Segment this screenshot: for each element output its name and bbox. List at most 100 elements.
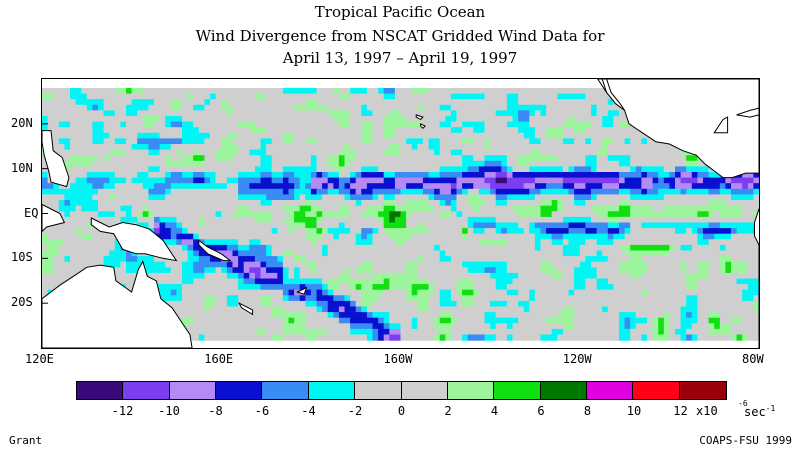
field-cell bbox=[439, 278, 446, 285]
field-cell bbox=[422, 110, 430, 117]
field-cell bbox=[467, 284, 474, 291]
field-cell bbox=[546, 200, 553, 207]
field-cell bbox=[81, 160, 88, 167]
field-cell bbox=[53, 233, 60, 240]
field-cell bbox=[187, 278, 194, 285]
field-cell bbox=[579, 267, 586, 274]
field-cell bbox=[691, 194, 698, 201]
field-cell bbox=[226, 244, 234, 252]
field-cell bbox=[591, 172, 598, 179]
field-cell bbox=[467, 127, 474, 134]
field-cell bbox=[198, 177, 205, 184]
field-cell bbox=[210, 183, 217, 190]
field-cell bbox=[585, 194, 592, 201]
field-cell bbox=[137, 183, 144, 190]
field-cell bbox=[98, 127, 105, 134]
field-cell bbox=[47, 110, 54, 117]
field-cell bbox=[624, 132, 631, 139]
field-cell bbox=[501, 99, 508, 106]
field-cell bbox=[58, 188, 65, 195]
field-cell bbox=[411, 261, 418, 268]
field-cell bbox=[462, 272, 469, 280]
field-cell bbox=[551, 160, 558, 167]
field-cell bbox=[159, 144, 166, 151]
field-cell bbox=[680, 222, 687, 229]
field-cell bbox=[193, 110, 200, 117]
field-cell bbox=[434, 300, 441, 308]
field-cell bbox=[512, 233, 519, 240]
field-cell bbox=[159, 183, 166, 190]
field-cell bbox=[529, 244, 536, 252]
field-cell bbox=[92, 166, 99, 173]
field-cell bbox=[182, 138, 189, 145]
field-cell bbox=[602, 295, 609, 302]
field-cell bbox=[271, 211, 278, 218]
field-cell bbox=[708, 272, 715, 280]
field-cell bbox=[680, 205, 687, 212]
field-cell bbox=[204, 127, 211, 134]
field-cell bbox=[546, 295, 553, 302]
field-cell bbox=[456, 284, 463, 291]
field-cell bbox=[103, 188, 110, 195]
field-cell bbox=[652, 222, 659, 229]
field-cell bbox=[445, 233, 452, 240]
field-cell bbox=[361, 138, 368, 145]
field-cell bbox=[473, 155, 480, 162]
field-cell bbox=[434, 149, 441, 156]
field-cell bbox=[210, 256, 217, 263]
field-cell bbox=[422, 121, 430, 128]
field-cell bbox=[355, 144, 362, 151]
field-cell bbox=[540, 222, 547, 229]
field-cell bbox=[327, 222, 334, 229]
field-cell bbox=[204, 200, 211, 207]
field-cell bbox=[159, 166, 166, 173]
field-cell bbox=[585, 278, 592, 285]
field-cell bbox=[736, 211, 743, 218]
field-cell bbox=[215, 289, 222, 296]
field-cell bbox=[467, 233, 474, 240]
field-cell bbox=[691, 267, 698, 274]
field-cell bbox=[607, 261, 614, 268]
field-cell bbox=[540, 177, 547, 184]
field-cell bbox=[86, 99, 93, 106]
field-cell bbox=[64, 138, 71, 145]
field-cell bbox=[490, 144, 497, 151]
field-cell bbox=[400, 99, 407, 106]
field-cell bbox=[165, 239, 172, 246]
field-cell bbox=[624, 155, 631, 162]
field-cell bbox=[551, 116, 558, 123]
field-cell bbox=[92, 99, 99, 106]
field-cell bbox=[585, 172, 592, 179]
field-cell bbox=[484, 88, 491, 95]
field-cell bbox=[562, 93, 570, 100]
field-cell bbox=[114, 160, 121, 167]
field-cell bbox=[523, 132, 530, 139]
field-cell bbox=[333, 116, 340, 123]
field-cell bbox=[170, 233, 177, 240]
field-cell bbox=[249, 88, 256, 95]
field-cell bbox=[383, 233, 390, 240]
field-cell bbox=[243, 278, 250, 285]
field-cell bbox=[747, 211, 754, 218]
field-cell bbox=[439, 177, 446, 184]
field-cell bbox=[221, 295, 228, 302]
field-cell bbox=[731, 211, 738, 218]
field-cell bbox=[344, 272, 351, 280]
field-cell bbox=[585, 177, 592, 184]
field-cell bbox=[322, 278, 329, 285]
field-cell bbox=[411, 104, 418, 111]
field-cell bbox=[591, 127, 598, 134]
field-cell bbox=[75, 138, 82, 145]
field-cell bbox=[473, 132, 480, 139]
field-cell bbox=[333, 166, 340, 173]
field-cell bbox=[484, 233, 491, 240]
field-cell bbox=[198, 88, 205, 95]
field-cell bbox=[288, 121, 295, 128]
field-cell bbox=[613, 138, 620, 145]
field-cell bbox=[81, 188, 88, 195]
field-cell bbox=[506, 155, 514, 162]
field-cell bbox=[585, 144, 592, 151]
field-cell bbox=[355, 104, 362, 111]
field-cell bbox=[411, 211, 418, 218]
field-cell bbox=[551, 144, 558, 151]
